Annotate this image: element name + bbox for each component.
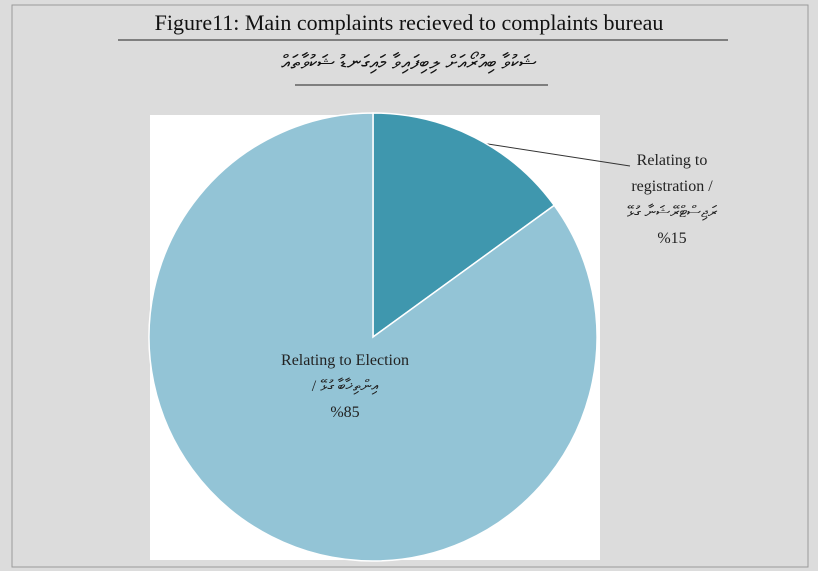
chart-subtitle: ޝަކުވާ ބިއުރޯއަށް ލިބިފައިވާ މައިގަނޑު ޝ…: [281, 52, 537, 74]
frame: [11, 4, 809, 568]
category-label: Relating to registration / ރަޖިސްޓްރޭޝަނ…: [626, 152, 717, 221]
pie-slice: [372, 112, 556, 339]
chart-title: Figure11: Main complaints recieved to co…: [154, 10, 664, 35]
leader-line: [461, 139, 631, 167]
data-label: Relating to registration / ރަޖިސްޓްރޭޝަނ…: [612, 148, 732, 252]
pie-slice: [148, 112, 598, 562]
data-label: Relating to Election / އިންތިޚާބާ ގުޅޭ %8…: [280, 348, 410, 426]
value-label: %85: [330, 404, 360, 421]
category-label: Relating to Election / އިންތިޚާބާ ގުޅޭ: [281, 352, 409, 395]
value-label: %15: [657, 230, 687, 247]
